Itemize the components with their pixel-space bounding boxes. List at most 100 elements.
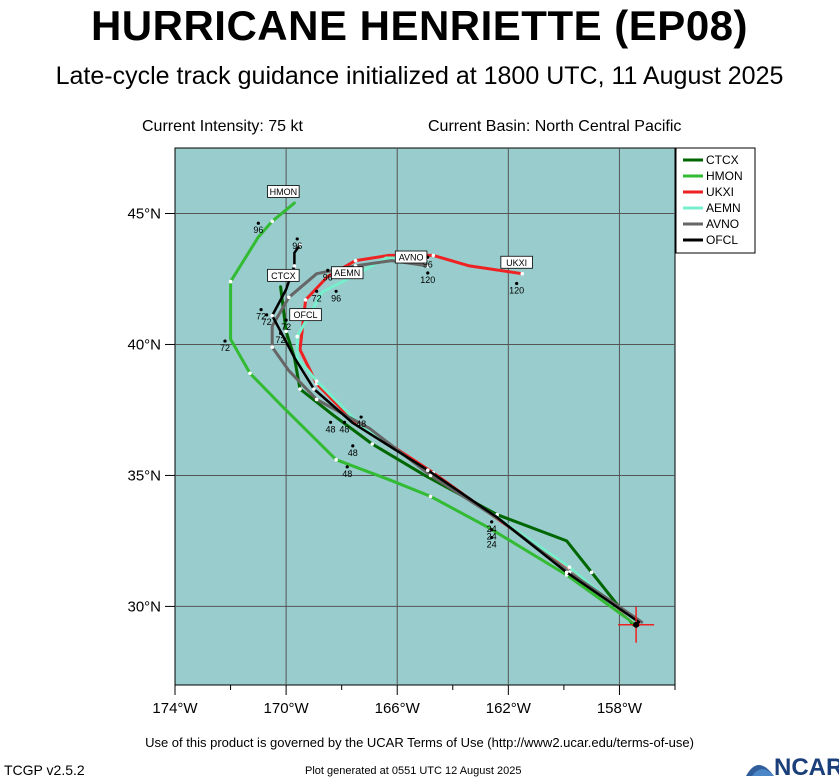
lat-tick-label: 45°N — [127, 205, 161, 222]
lon-tick-label: 166°W — [375, 700, 421, 717]
lead-time-label: 48 — [326, 424, 336, 434]
lead-point — [359, 415, 363, 419]
axis-ticks: 174°W 170°W 166°W 162°W 158°W 30°N 35°N 40°N 45°… — [127, 205, 676, 717]
page-subtitle: Late-cycle track guidance initialized at… — [55, 62, 784, 90]
track-point — [564, 570, 569, 575]
track-point — [270, 345, 275, 349]
lead-point — [284, 318, 288, 322]
lead-point — [515, 281, 519, 286]
lead-point — [334, 289, 338, 293]
lead-point — [342, 420, 347, 424]
model-label-box — [267, 185, 300, 198]
lead-time-label: 72 — [312, 293, 322, 303]
lead-time-label: 120 — [509, 285, 524, 295]
lead-time-label: 48 — [356, 419, 366, 429]
page-title: HURRICANE HENRIETTE (EP08) — [90, 2, 749, 49]
model-label-box — [331, 266, 364, 280]
lead-time-label: 48 — [348, 448, 358, 458]
legend-label-ofcl: OFCL — [706, 233, 738, 247]
lon-tick-label: 174°W — [152, 700, 198, 717]
generated-timestamp: Plot generated at 0551 UTC 12 August 202… — [305, 765, 522, 777]
logo-text: NCAR — [774, 754, 839, 780]
track-point — [298, 387, 302, 391]
lead-point — [295, 237, 299, 241]
lead-point — [351, 444, 355, 448]
lead-point — [345, 465, 349, 469]
track-point — [270, 219, 275, 224]
model-label-text: OFCL — [294, 310, 318, 320]
track-point — [314, 379, 319, 383]
track-point — [428, 494, 433, 499]
lead-time-label: 24 — [487, 540, 497, 550]
model-label-text: AEMN — [334, 268, 360, 278]
track-point — [295, 334, 300, 339]
lat-tick-label: 30°N — [127, 598, 161, 615]
model-label-box — [500, 255, 533, 269]
track-point — [334, 457, 338, 462]
track-point — [270, 313, 275, 318]
lead-point — [490, 520, 494, 524]
current-basin: Current Basin: North Central Pacific — [428, 118, 682, 135]
track-point — [298, 243, 302, 247]
current-intensity: Current Intensity: 75 kt — [142, 118, 303, 135]
track-point — [370, 442, 375, 446]
track-point — [248, 371, 252, 376]
lead-point — [223, 339, 227, 343]
model-label-text: CTCX — [271, 271, 296, 281]
lead-point — [426, 271, 430, 275]
model-label-box — [394, 250, 428, 264]
ocean-background — [174, 147, 676, 686]
track-point — [292, 264, 297, 268]
track-point — [314, 397, 319, 402]
model-label-text: HMON — [270, 187, 298, 197]
storm-position-marker — [618, 606, 655, 643]
track-point — [353, 258, 358, 263]
model-tracks — [228, 201, 644, 627]
lon-tick-label: 158°W — [597, 700, 643, 717]
ncar-logo: NCAR — [746, 754, 839, 780]
legend-box — [675, 147, 756, 254]
track-point — [287, 295, 291, 300]
lead-point — [490, 528, 494, 532]
track-point — [425, 264, 430, 268]
lat-tick-label: 35°N — [127, 467, 161, 484]
lead-time-label: 96 — [423, 259, 433, 269]
legend-label-aemn: AEMN — [706, 201, 741, 215]
lead-point — [490, 535, 494, 540]
track-point — [431, 253, 436, 258]
track-ofcl — [270, 243, 641, 624]
lead-point — [256, 221, 260, 225]
track-hmon — [229, 201, 638, 627]
lead-time-label: 48 — [339, 424, 349, 434]
lead-point — [278, 331, 283, 335]
lead-time-label: 72 — [281, 322, 291, 332]
legend-label-avno: AVNO — [706, 217, 739, 231]
track-point — [284, 329, 288, 334]
lead-time-label: 96 — [331, 293, 341, 303]
terms-of-use: Use of this product is governed by the U… — [145, 735, 694, 750]
lead-point — [328, 420, 333, 424]
track-point — [303, 298, 308, 302]
legend: CTCX HMON UKXI AEMN AVNO OFCL — [675, 147, 756, 254]
lead-time-label: 96 — [292, 241, 302, 251]
track-point — [428, 473, 433, 478]
track-point — [589, 570, 594, 575]
lead-point — [265, 313, 269, 317]
legend-label-ctcx: CTCX — [706, 153, 739, 167]
lead-time-label: 72 — [262, 317, 272, 327]
track-point — [567, 565, 572, 569]
lead-point — [259, 308, 263, 312]
lead-time-label: 120 — [420, 275, 435, 285]
model-label-text: AVNO — [399, 253, 424, 263]
lon-tick-label: 162°W — [486, 700, 532, 717]
lead-time-label: 72 — [256, 312, 266, 322]
grid-lines — [175, 148, 675, 685]
model-label-text: UKXI — [506, 258, 527, 268]
lead-time-label: 96 — [323, 272, 333, 282]
model-label-box — [289, 308, 322, 322]
lead-time-label: 96 — [253, 225, 263, 235]
lead-point — [315, 289, 319, 293]
lat-tick-label: 40°N — [127, 336, 161, 353]
